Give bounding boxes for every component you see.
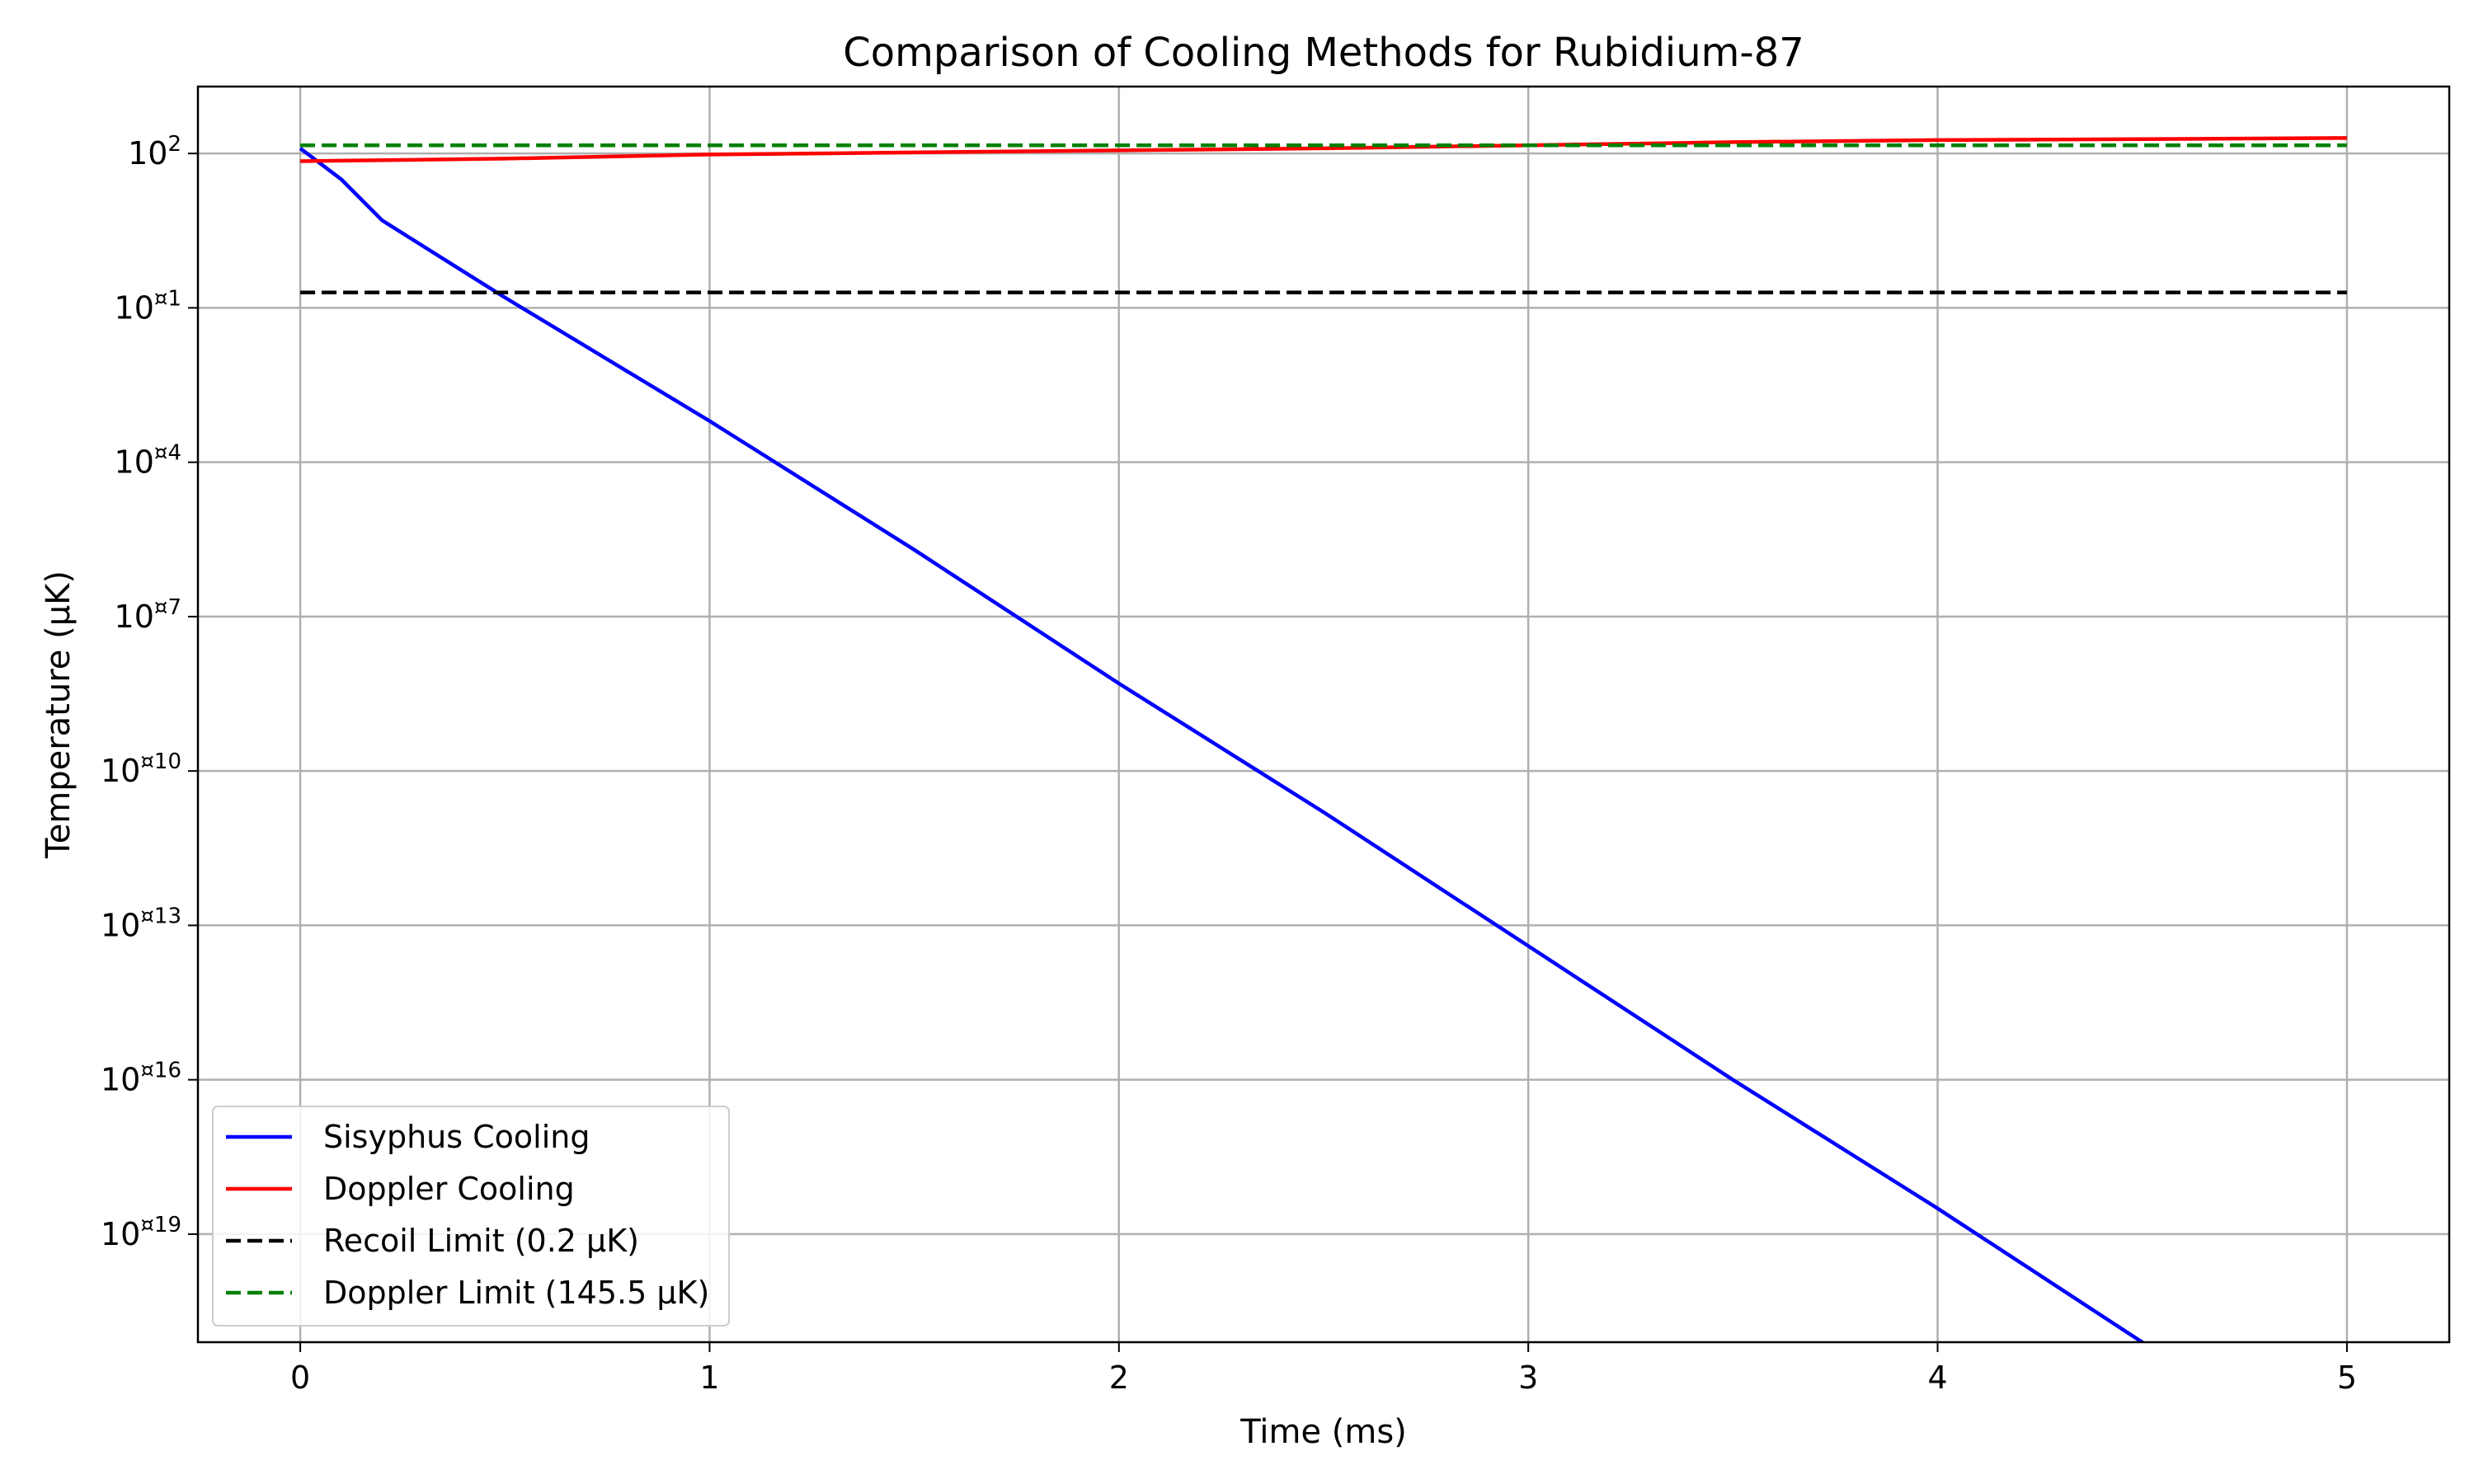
legend-box bbox=[212, 1106, 730, 1327]
y-tick-label: 10¤10 bbox=[101, 749, 181, 789]
y-tick-label: 10¤7 bbox=[115, 595, 181, 635]
y-tick-base: 10 bbox=[101, 1216, 140, 1252]
y-tick-label: 10¤4 bbox=[115, 441, 181, 481]
y-tick-base: 10 bbox=[101, 1062, 140, 1098]
y-tick-label: 10¤1 bbox=[115, 286, 181, 326]
y-tick-base: 10 bbox=[101, 753, 140, 789]
y-tick-exponent: ¤19 bbox=[140, 1213, 181, 1237]
x-tick-label: 5 bbox=[2337, 1360, 2357, 1396]
x-tick-label: 0 bbox=[290, 1360, 310, 1396]
x-axis-label: Time (ms) bbox=[1239, 1413, 1407, 1451]
grid bbox=[198, 87, 2449, 1342]
y-tick-label: 10¤13 bbox=[101, 904, 181, 943]
y-tick-base: 10 bbox=[128, 135, 167, 171]
y-tick-base: 10 bbox=[101, 907, 140, 943]
x-tick-label: 4 bbox=[1927, 1360, 1947, 1396]
y-tick-base: 10 bbox=[115, 599, 154, 635]
legend-label: Doppler Cooling bbox=[323, 1171, 575, 1207]
x-tick-label: 1 bbox=[699, 1360, 719, 1396]
y-tick-exponent: ¤16 bbox=[140, 1059, 181, 1083]
y-tick-exponent: ¤4 bbox=[154, 441, 181, 466]
y-tick-exponent: 2 bbox=[167, 132, 181, 157]
y-tick-base: 10 bbox=[115, 289, 154, 326]
legend-label: Doppler Limit (145.5 μK) bbox=[323, 1275, 709, 1311]
y-tick-label: 10¤19 bbox=[101, 1213, 181, 1252]
chart-title: Comparison of Cooling Methods for Rubidi… bbox=[843, 30, 1804, 76]
axis-ticks: 0 1 2 3 4 510210¤110¤410¤710¤1010¤1310¤1610¤1… bbox=[101, 132, 2357, 1396]
series-line-0 bbox=[299, 147, 2146, 1342]
y-axis-label: Temperature (μK) bbox=[40, 571, 78, 859]
y-tick-exponent: ¤1 bbox=[154, 286, 181, 311]
legend-label: Sisyphus Cooling bbox=[323, 1119, 590, 1155]
x-tick-label: 3 bbox=[1518, 1360, 1538, 1396]
y-tick-base: 10 bbox=[115, 444, 154, 481]
y-tick-exponent: ¤10 bbox=[140, 749, 181, 774]
y-tick-label: 102 bbox=[128, 132, 181, 171]
plot-frame bbox=[196, 85, 2451, 1344]
plot-series bbox=[299, 136, 2347, 1342]
y-tick-label: 10¤16 bbox=[101, 1059, 181, 1098]
series-line-1 bbox=[300, 136, 2347, 163]
x-tick-label: 2 bbox=[1109, 1360, 1129, 1396]
legend: Sisyphus Cooling Doppler Cooling Recoil Li… bbox=[212, 1106, 730, 1327]
y-tick-exponent: ¤7 bbox=[154, 595, 181, 620]
legend-label: Recoil Limit (0.2 μK) bbox=[323, 1223, 639, 1259]
y-tick-exponent: ¤13 bbox=[140, 904, 181, 928]
